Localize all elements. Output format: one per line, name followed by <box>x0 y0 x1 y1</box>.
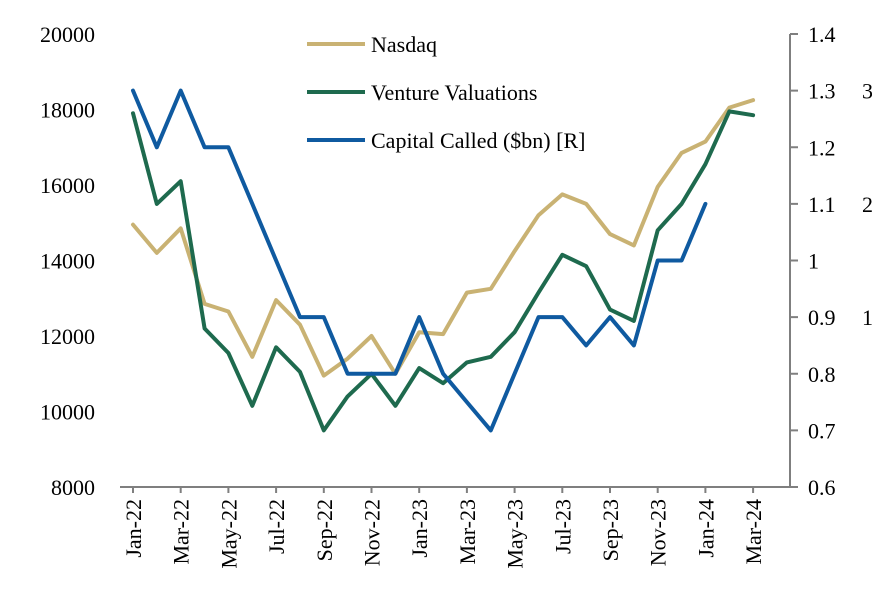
left-y-tick-label: 14000 <box>40 249 95 274</box>
series-line-2 <box>131 88 708 433</box>
legend-label: Nasdaq <box>371 32 437 57</box>
right-y-tick-label: 1.1 <box>808 192 836 217</box>
left-y-tick-label: 10000 <box>40 400 95 425</box>
legend-label: Venture Valuations <box>371 80 537 105</box>
cut-off-axis-label: 3 <box>862 79 872 104</box>
x-tick-label: Nov-22 <box>360 499 385 566</box>
right-y-tick-label: 1.2 <box>808 135 836 160</box>
x-tick-label: Sep-23 <box>598 499 623 561</box>
x-tick-label: May-22 <box>216 499 241 569</box>
x-tick-label: Mar-23 <box>455 499 480 565</box>
x-tick-label: Jan-24 <box>693 499 718 558</box>
left-y-tick-label: 18000 <box>40 98 95 123</box>
left-y-tick-label: 20000 <box>40 22 95 47</box>
left-y-tick-label: 12000 <box>40 324 95 349</box>
right-y-tick-label: 1.3 <box>808 79 836 104</box>
x-tick-label: Jan-23 <box>407 499 432 558</box>
x-tick-label: Mar-22 <box>169 499 194 565</box>
right-y-tick-label: 0.9 <box>808 305 836 330</box>
cut-off-right-labels: 3 2 1 <box>862 79 872 331</box>
left-y-tick-label: 16000 <box>40 173 95 198</box>
right-y-tick-label: 0.6 <box>808 475 836 500</box>
right-y-tick-label: 0.7 <box>808 418 836 443</box>
cut-off-axis-label: 2 <box>862 192 872 217</box>
cut-off-axis-label: 1 <box>862 305 872 330</box>
right-y-tick-label: 1.4 <box>808 22 836 47</box>
series-line-1 <box>131 109 756 433</box>
series-line-0 <box>131 98 756 378</box>
series-lines <box>131 88 756 433</box>
left-y-axis-ticks: 8000 10000 12000 14000 16000 18000 20000 <box>40 22 95 500</box>
x-tick-label: Mar-24 <box>741 499 766 565</box>
x-axis-ticks: Jan-22 Mar-22 May-22 Jul-22 Sep-22 Nov-22 Jan-… <box>121 487 766 569</box>
right-y-tick-label: 0.8 <box>808 362 836 387</box>
right-y-tick-label: 1 <box>808 249 819 274</box>
x-tick-label: Jul-22 <box>264 499 289 554</box>
legend-label: Capital Called ($bn) [R] <box>371 128 585 153</box>
left-y-tick-label: 8000 <box>51 475 95 500</box>
x-tick-label: Jul-23 <box>550 499 575 554</box>
legend: Nasdaq Venture Valuations Capital Called (… <box>307 32 585 153</box>
right-y-axis-ticks: 0.6 0.7 0.8 0.9 1 1.1 1.2 1.3 1.4 <box>790 22 836 500</box>
x-tick-label: May-23 <box>503 499 528 569</box>
x-tick-label: Jan-22 <box>121 499 146 558</box>
x-tick-label: Nov-23 <box>646 499 671 566</box>
x-tick-label: Sep-22 <box>312 499 337 561</box>
